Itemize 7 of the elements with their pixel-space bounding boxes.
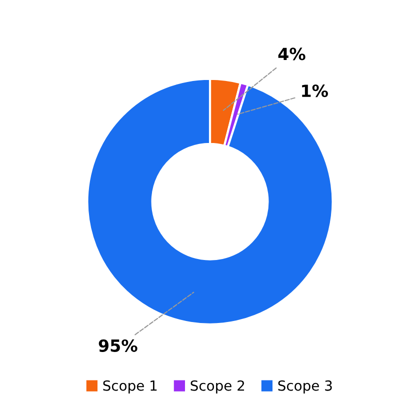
donut-slice: [86, 78, 334, 326]
data-label: 95%: [98, 339, 138, 352]
legend-label: Scope 1: [103, 380, 157, 394]
data-label: 4%: [278, 48, 306, 60]
data-label: 1%: [302, 84, 328, 98]
legend-label: Scope 2: [190, 380, 244, 394]
legend-label: Scope 3: [278, 380, 332, 394]
